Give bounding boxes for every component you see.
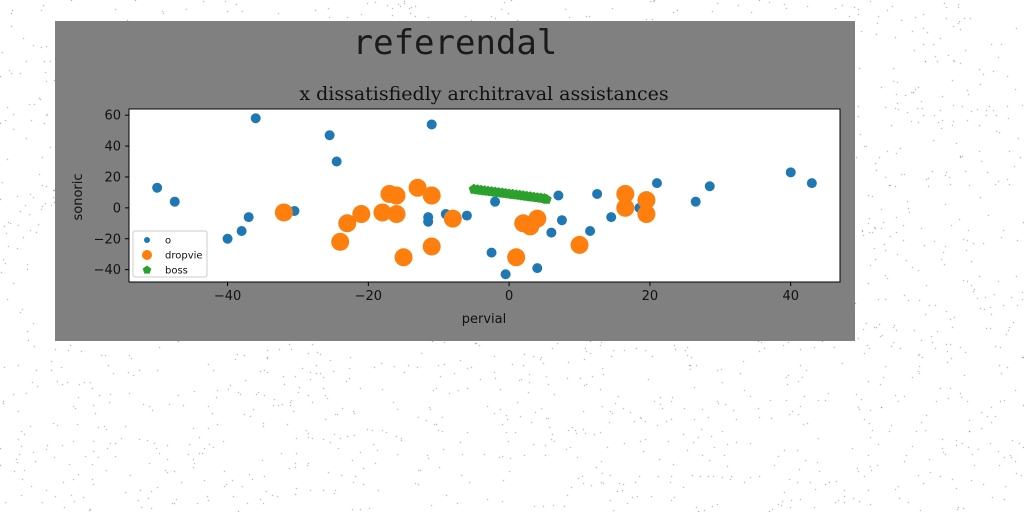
data-point [553,190,564,201]
data-point [521,190,532,201]
data-point [422,237,441,256]
data-point [637,191,656,210]
data-point [606,212,617,223]
data-points [152,113,817,280]
data-point [387,186,406,205]
data-point [637,205,656,224]
data-point [324,130,335,141]
data-point [546,227,557,238]
data-point [486,247,497,258]
data-point [373,203,392,222]
data-point [338,214,357,233]
y-tick-label: 40 [104,140,121,155]
data-point [528,191,539,202]
legend-marker [142,265,152,274]
y-tick-label: 0 [113,201,121,216]
data-point [690,196,701,207]
data-point [331,156,342,167]
data-point [507,248,526,267]
y-tick-label: 60 [104,109,121,124]
data-point [616,184,635,203]
legend-label: dropvie [165,251,203,262]
data-point [486,186,497,197]
x-tick-label: 40 [782,289,799,304]
data-point [585,226,596,237]
data-point [806,178,817,189]
plot-area [128,108,841,283]
data-point [274,203,293,222]
data-point [423,216,434,227]
data-point [426,119,437,130]
data-point [352,205,371,224]
x-axis-ticks: −40 −20 0 20 40 [214,282,799,304]
data-point [387,205,406,224]
chart-title: x dissatisfiedly architraval assistances [299,83,668,105]
x-axis-label: pervial [462,312,506,327]
y-axis-ticks: −40 −20 0 20 40 60 [94,109,129,278]
legend-marker [144,237,150,243]
data-point [616,198,635,217]
data-point [479,185,490,196]
data-point [422,186,441,205]
y-tick-label: −20 [94,232,121,247]
data-point [651,178,662,189]
data-point [472,184,483,195]
legend-label: o [165,236,171,247]
data-point [331,232,350,251]
figure-suptitle: referendal [352,23,558,63]
data-point [500,269,511,280]
y-tick-label: −40 [94,263,121,278]
data-point [592,188,603,199]
x-tick-label: 0 [505,289,513,304]
data-point [490,196,501,207]
data-point [222,233,233,244]
data-point [243,212,254,223]
data-point [461,210,472,221]
data-point [152,182,163,193]
data-point [556,215,567,226]
legend-box [132,230,208,278]
data-point [704,181,715,192]
data-point [408,178,427,197]
scatter-chart: x dissatisfiedly architraval assistances… [71,83,841,327]
data-point [250,113,261,124]
x-tick-label: 20 [642,289,659,304]
legend-marker [142,250,152,260]
data-point [236,226,247,237]
data-point [785,167,796,178]
y-tick-label: 20 [104,170,121,185]
figure-panel: referendal x dissatisfiedly architraval … [55,21,855,341]
data-point [532,263,543,274]
data-point [514,189,525,200]
data-point [570,235,589,254]
legend-label: boss [165,266,188,277]
x-tick-label: −20 [355,289,382,304]
data-point [528,209,547,228]
data-point [169,196,180,207]
data-point [443,209,462,228]
legend: o dropvie boss [132,230,208,278]
data-point [394,248,413,267]
data-point [541,193,552,204]
y-axis-label: sonoric [71,173,86,220]
data-point [500,188,511,198]
data-point [507,188,518,199]
data-point [493,187,504,197]
x-tick-label: −40 [214,289,241,304]
